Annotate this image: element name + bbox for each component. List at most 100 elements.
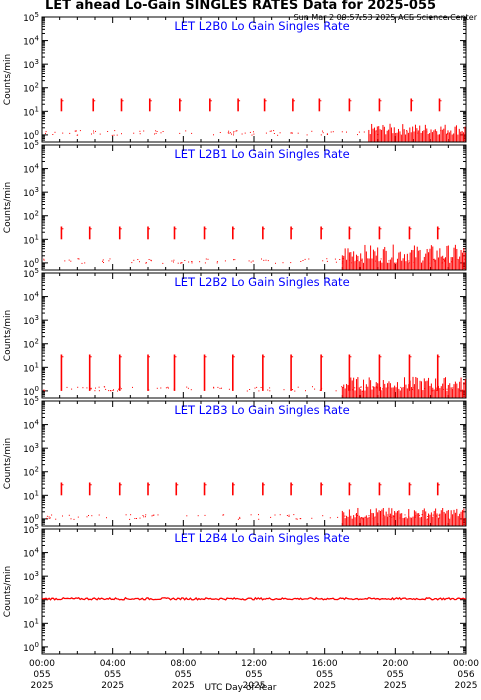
data-point bbox=[295, 518, 297, 520]
data-point bbox=[48, 517, 50, 519]
panel-title: LET L2B0 Lo Gain Singles Rate bbox=[174, 19, 349, 33]
data-point bbox=[79, 130, 81, 132]
data-point bbox=[228, 130, 230, 132]
data-point bbox=[269, 130, 271, 132]
data-point bbox=[177, 262, 179, 264]
data-point bbox=[45, 131, 47, 133]
x-tick-label-doy: 056 bbox=[457, 670, 474, 680]
panel-frame bbox=[41, 144, 467, 271]
data-point bbox=[84, 262, 86, 264]
data-point bbox=[250, 514, 252, 516]
data-point bbox=[251, 134, 253, 136]
x-tick-label-doy: 055 bbox=[316, 670, 333, 680]
data-point bbox=[233, 259, 234, 261]
data-point bbox=[90, 388, 92, 390]
y-tick-label: 104 bbox=[23, 35, 39, 48]
data-point bbox=[156, 131, 158, 132]
y-tick-label: 102 bbox=[23, 594, 39, 607]
data-point bbox=[223, 514, 225, 516]
data-point bbox=[241, 133, 243, 135]
data-point bbox=[304, 258, 306, 260]
data-point bbox=[227, 132, 229, 134]
data-point bbox=[153, 514, 155, 516]
data-point bbox=[253, 133, 255, 135]
y-tick-label: 103 bbox=[23, 186, 39, 199]
data-point bbox=[388, 260, 390, 262]
data-point bbox=[322, 260, 324, 262]
data-point bbox=[326, 134, 328, 135]
data-point bbox=[254, 387, 256, 389]
data-point bbox=[118, 388, 119, 390]
data-point bbox=[114, 130, 116, 132]
data-point bbox=[109, 390, 111, 392]
y-tick-label: 101 bbox=[23, 489, 39, 502]
data-point bbox=[113, 389, 114, 391]
y-tick-label: 104 bbox=[23, 419, 39, 432]
data-point bbox=[382, 388, 383, 390]
data-point bbox=[253, 131, 254, 133]
data-point bbox=[335, 390, 337, 392]
data-point bbox=[186, 515, 188, 517]
data-point bbox=[155, 130, 157, 132]
x-tick-label-time: 08:00 bbox=[170, 659, 196, 669]
data-point bbox=[156, 387, 158, 389]
y-tick-label: 103 bbox=[23, 314, 39, 327]
y-tick-label: 104 bbox=[23, 291, 39, 304]
data-point bbox=[229, 132, 231, 134]
data-point bbox=[129, 518, 131, 520]
data-point bbox=[131, 262, 133, 264]
data-point bbox=[51, 514, 53, 516]
data-point bbox=[120, 388, 122, 390]
data-point bbox=[342, 258, 344, 260]
data-point bbox=[269, 387, 271, 389]
y-tick-label: 102 bbox=[23, 338, 39, 351]
data-point bbox=[219, 387, 221, 389]
data-point bbox=[286, 515, 288, 516]
x-tick-label-year: 2025 bbox=[31, 681, 54, 691]
data-point bbox=[43, 258, 45, 260]
data-point bbox=[292, 389, 293, 391]
data-point bbox=[326, 260, 328, 262]
data-point bbox=[148, 259, 150, 260]
data-point bbox=[376, 387, 378, 389]
data-point bbox=[231, 133, 232, 135]
data-point bbox=[337, 516, 339, 518]
x-tick-label-doy: 055 bbox=[175, 670, 192, 680]
data-point bbox=[302, 260, 304, 261]
chart-panel-1: LET L2B1 Lo Gain Singles Rate Counts/min 1… bbox=[3, 139, 467, 271]
data-point bbox=[93, 130, 94, 132]
data-point bbox=[139, 130, 141, 132]
data-point bbox=[173, 259, 175, 261]
data-point bbox=[133, 259, 135, 261]
data-point bbox=[46, 515, 48, 517]
data-point bbox=[360, 386, 362, 388]
y-tick-label: 100 bbox=[23, 257, 39, 270]
data-point bbox=[213, 386, 215, 388]
data-point bbox=[162, 262, 164, 264]
x-tick-label-doy: 055 bbox=[33, 670, 50, 680]
y-tick-label: 105 bbox=[23, 11, 39, 24]
data-point bbox=[342, 387, 344, 388]
data-point bbox=[372, 386, 374, 388]
data-point bbox=[179, 132, 181, 134]
data-point bbox=[290, 262, 292, 264]
data-point bbox=[44, 390, 46, 392]
data-point bbox=[360, 517, 362, 518]
data-point bbox=[224, 260, 226, 262]
data-point bbox=[239, 518, 241, 519]
data-point bbox=[246, 390, 248, 392]
data-point bbox=[341, 131, 343, 133]
data-point bbox=[116, 134, 118, 136]
data-point bbox=[103, 262, 104, 263]
data-point bbox=[283, 389, 285, 391]
data-point bbox=[267, 260, 269, 262]
data-point bbox=[322, 515, 324, 517]
data-point bbox=[334, 258, 336, 260]
data-point bbox=[329, 517, 331, 519]
y-tick-label: 103 bbox=[23, 442, 39, 455]
data-point bbox=[167, 387, 169, 389]
data-point bbox=[197, 515, 199, 517]
data-point bbox=[181, 262, 183, 264]
data-point bbox=[108, 390, 110, 392]
data-point bbox=[244, 132, 246, 134]
